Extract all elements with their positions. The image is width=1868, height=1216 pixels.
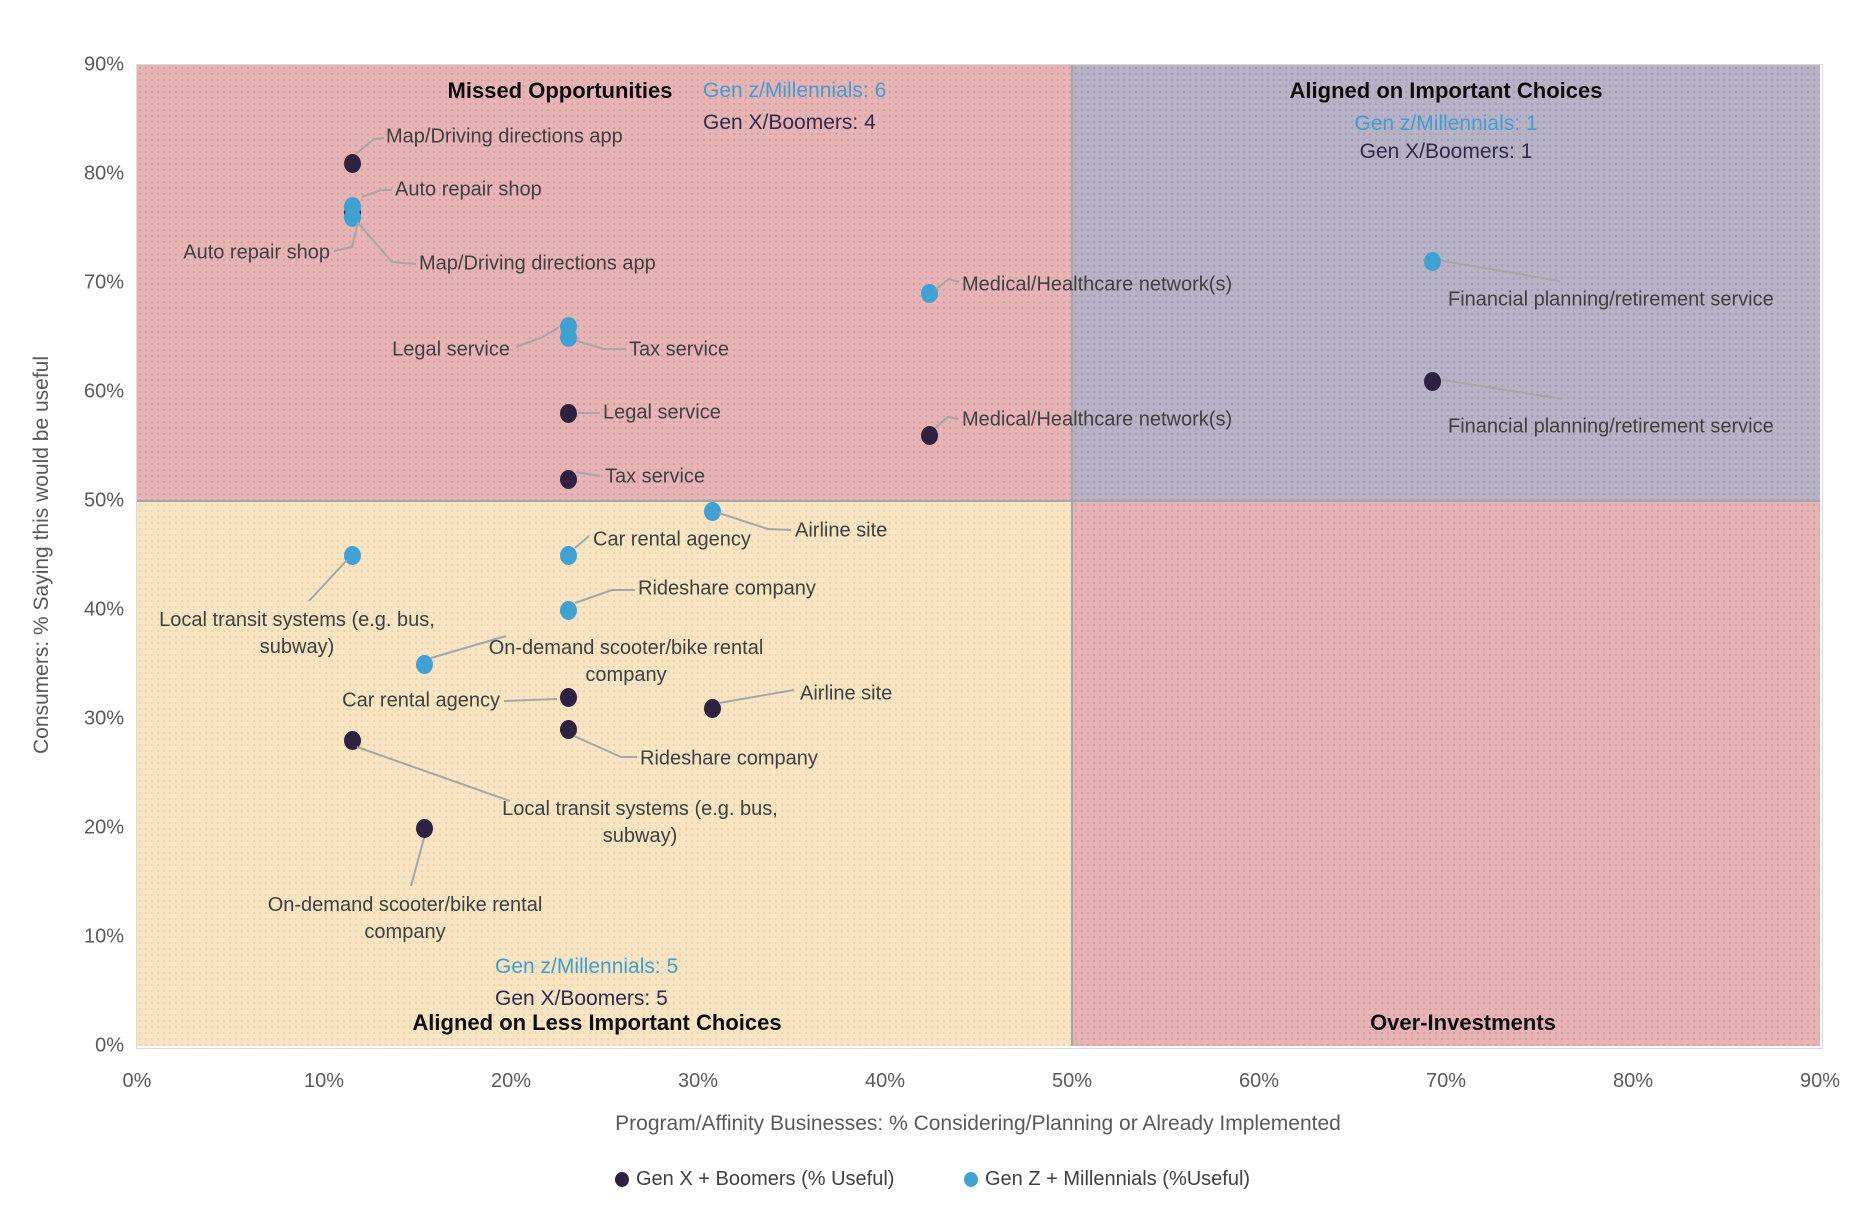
data-point-label: Local transit systems (e.g. bus, subway) (502, 798, 778, 847)
x-tick-label: 50% (1051, 1070, 1093, 1092)
data-point (343, 731, 361, 751)
data-point (560, 687, 578, 707)
x-tick-label: 30% (677, 1070, 719, 1092)
y-axis-title: Consumers: % Saying this would be useful (30, 355, 53, 755)
x-tick-label: 40% (864, 1070, 906, 1092)
data-point-label: Tax service (629, 338, 730, 361)
data-point (921, 426, 939, 446)
data-point-label: Medical/Healthcare network(s) (962, 273, 1233, 296)
y-tick-label: 20% (83, 816, 124, 839)
count-genx-bottom-left: Gen X/Boomers: 5 (495, 987, 668, 1010)
data-point-label: Medical/Healthcare network(s) (962, 408, 1233, 431)
quadrant-divider-horizontal (137, 500, 1820, 502)
data-point (343, 208, 361, 228)
count-genz-bottom-left: Gen z/Millennials: 5 (495, 955, 679, 978)
x-tick-label: 80% (1612, 1070, 1654, 1092)
legend-item: Gen X + Boomers (% Useful) (615, 1168, 894, 1191)
y-tick-label: 30% (83, 707, 124, 730)
data-point (416, 818, 434, 838)
data-point-label: Airline site (795, 519, 888, 542)
quadrant-aligned-important-bg (1073, 65, 1820, 500)
data-point (416, 655, 434, 674)
data-point-label: On-demand scooter/bike rental company (267, 894, 543, 943)
y-tick-label: 70% (83, 271, 124, 294)
data-point-label: Financial planning/retirement service (1448, 415, 1774, 438)
legend-item: Gen Z + Millennials (%Useful) (964, 1168, 1250, 1191)
y-tick-label: 50% (83, 489, 124, 512)
data-point-label: Legal service (603, 401, 721, 424)
data-point-label: Auto repair shop (183, 241, 330, 264)
legend-label: Gen X + Boomers (% Useful) (636, 1168, 895, 1190)
data-point-label: Map/Driving directions app (419, 252, 656, 275)
quadrant-title-missed-opportunities: Missed Opportunities (447, 78, 673, 103)
y-tick-label: 10% (83, 925, 124, 948)
quadrant-title-aligned-important: Aligned on Important Choices (1289, 78, 1603, 103)
y-tick-label: 40% (83, 598, 124, 621)
data-point-label: Rideshare company (638, 577, 816, 600)
count-genx-top-left: Gen X/Boomers: 4 (703, 111, 876, 134)
legend-marker-icon (964, 1172, 978, 1187)
count-genz-top-left: Gen z/Millennials: 6 (703, 79, 887, 102)
y-tick-label: 0% (95, 1034, 124, 1057)
x-tick-label: 20% (490, 1070, 532, 1092)
legend-marker-icon (615, 1172, 629, 1187)
data-point (704, 502, 722, 522)
data-point (560, 600, 578, 620)
data-point-label: Tax service (605, 465, 706, 488)
data-point (343, 546, 361, 565)
quadrant-title-over-investments: Over-Investments (1370, 1010, 1556, 1035)
x-tick-label: 60% (1238, 1070, 1280, 1092)
count-genx-top-right: Gen X/Boomers: 1 (1359, 140, 1533, 163)
quadrant-title-aligned-less-important: Aligned on Less Important Choices (412, 1010, 782, 1035)
y-tick-label: 60% (83, 380, 124, 403)
data-point-label: Airline site (800, 682, 893, 705)
data-point-label: Auto repair shop (395, 178, 542, 201)
data-point (704, 698, 722, 718)
x-axis-title: Program/Affinity Businesses: % Consideri… (615, 1112, 1341, 1135)
data-point-label: Rideshare company (640, 747, 818, 770)
quadrant-divider-vertical (1071, 65, 1073, 1046)
data-point (560, 469, 578, 489)
data-point-label: Car rental agency (342, 689, 500, 712)
quadrant-over-investments-bg (1073, 502, 1820, 1046)
count-genz-top-right: Gen z/Millennials: 1 (1354, 112, 1538, 135)
data-point-label: Map/Driving directions app (386, 125, 623, 148)
legend-label: Gen Z + Millennials (%Useful) (985, 1168, 1251, 1190)
data-point (560, 404, 578, 424)
x-tick-label: 70% (1425, 1070, 1467, 1092)
data-point-label: Local transit systems (e.g. bus, subway) (159, 609, 435, 658)
x-tick-label: 90% (1799, 1070, 1841, 1092)
y-tick-label: 90% (83, 53, 124, 76)
data-point (343, 153, 361, 173)
x-tick-label: 10% (303, 1070, 345, 1092)
x-tick-label: 0% (122, 1070, 152, 1092)
data-point-label: On-demand scooter/bike rental company (488, 637, 764, 686)
y-tick-label: 80% (83, 162, 124, 185)
data-point (560, 328, 578, 347)
data-point (921, 284, 939, 304)
data-point (560, 720, 578, 740)
data-point (1424, 251, 1442, 271)
data-point-label: Legal service (392, 338, 510, 361)
quadrant-missed-opportunities-bg (137, 65, 1071, 500)
data-point (1424, 371, 1442, 391)
data-point (560, 546, 578, 565)
data-point-label: Financial planning/retirement service (1448, 288, 1774, 311)
data-point-label: Car rental agency (593, 528, 751, 551)
